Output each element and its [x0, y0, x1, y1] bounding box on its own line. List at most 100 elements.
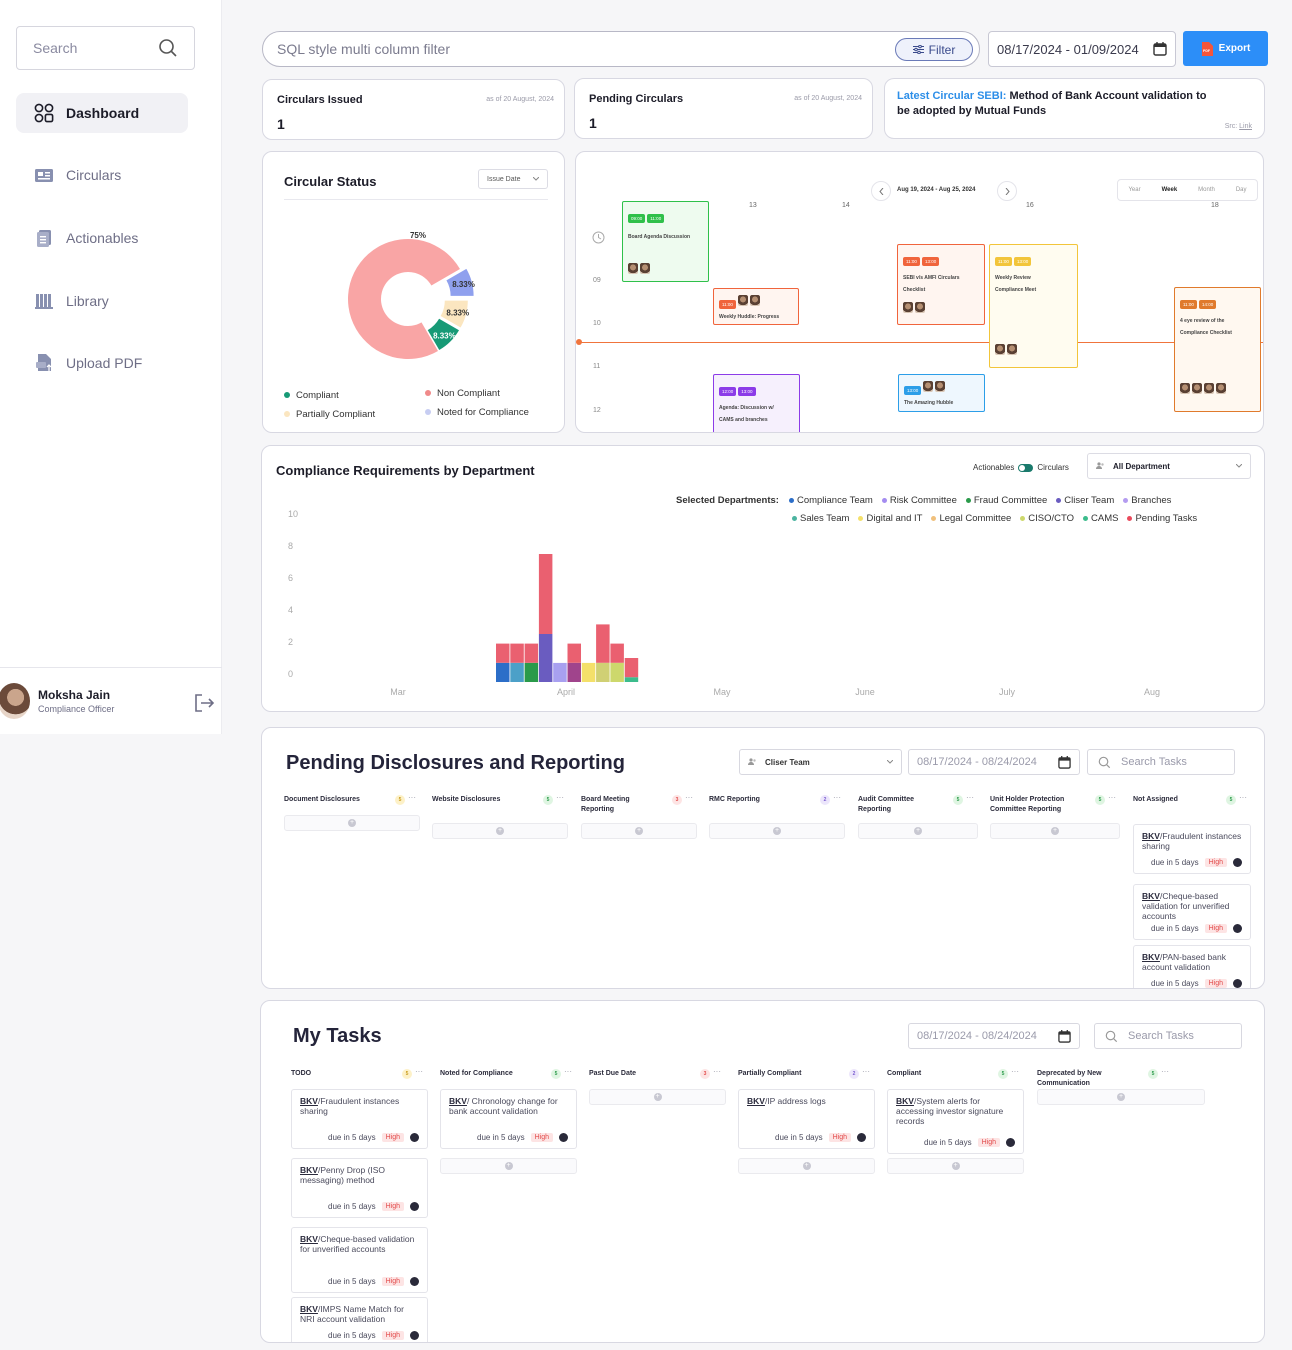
task-card[interactable]: BKV/ Chronology change for bank account … — [440, 1089, 577, 1149]
department-legend-item[interactable]: Cliser Team — [1056, 492, 1114, 510]
actionables-circulars-toggle[interactable] — [1018, 463, 1034, 472]
add-task-button[interactable]: + — [284, 815, 420, 831]
more-options-icon[interactable]: ··· — [1161, 1067, 1169, 1076]
bar-segment[interactable] — [596, 662, 610, 682]
calendar-next-button[interactable] — [997, 181, 1017, 201]
calendar-event[interactable]: 13:00 The Amazing Hubble — [898, 374, 985, 412]
calendar-event[interactable]: 09:00 11:00 Board Agenda Discussion — [622, 201, 709, 282]
task-card[interactable]: BKV/IP address logs due in 5 days High — [738, 1089, 875, 1149]
more-options-icon[interactable]: ··· — [862, 1067, 870, 1076]
bar-segment[interactable] — [624, 677, 639, 682]
bar-segment[interactable] — [610, 662, 624, 682]
task-card[interactable]: BKV/Fraudulent instances sharing due in 5… — [291, 1089, 428, 1149]
add-task-button[interactable]: + — [581, 823, 697, 839]
department-legend-item[interactable]: Sales Team — [792, 510, 849, 528]
department-legend-item[interactable]: Compliance Team — [788, 492, 873, 510]
bar-segment[interactable] — [610, 643, 624, 663]
more-options-icon[interactable]: ··· — [1108, 793, 1116, 802]
tasks-search-input[interactable]: Search Tasks — [1094, 1023, 1242, 1049]
sql-filter-input[interactable]: SQL style multi column filter Filter — [262, 31, 980, 67]
search-icon[interactable] — [158, 38, 178, 58]
bar-segment[interactable] — [581, 658, 596, 663]
assignee-icon[interactable] — [410, 1133, 419, 1142]
pending-date-range[interactable]: 08/17/2024 - 08/24/2024 — [908, 749, 1080, 775]
add-task-button[interactable]: + — [589, 1089, 726, 1105]
view-day[interactable]: Day — [1235, 187, 1247, 193]
logout-icon[interactable] — [193, 692, 215, 714]
task-card[interactable]: BKV/Fraudulent instances sharing due in 5… — [1133, 824, 1251, 874]
task-card[interactable]: BKV/PAN-based bank account validation due… — [1133, 945, 1251, 988]
source-link[interactable]: Link — [1239, 123, 1252, 130]
bar-segment[interactable] — [624, 658, 639, 678]
bar-segment[interactable] — [567, 662, 582, 682]
department-legend-item[interactable]: Branches — [1123, 492, 1171, 510]
bar-segment[interactable] — [553, 662, 567, 682]
task-card[interactable]: BKV/Penny Drop (ISO messaging) method due… — [291, 1158, 428, 1218]
filter-button[interactable]: Filter — [895, 38, 973, 61]
more-options-icon[interactable]: ··· — [833, 793, 841, 802]
bar-segment[interactable] — [553, 658, 567, 663]
more-options-icon[interactable]: ··· — [415, 1067, 423, 1076]
department-legend-item[interactable]: Legal Committee — [931, 510, 1011, 528]
bar-segment[interactable] — [524, 662, 539, 682]
department-select[interactable]: All Department — [1087, 453, 1251, 479]
bar-segment[interactable] — [510, 662, 524, 682]
add-task-button[interactable]: + — [887, 1158, 1024, 1174]
calendar-event[interactable]: 11:00 13:00 Weekly Review Compliance Meet — [989, 244, 1078, 368]
pending-search-input[interactable]: Search Tasks — [1087, 749, 1235, 775]
department-legend-item[interactable]: Digital and IT — [858, 510, 922, 528]
donut-slice[interactable] — [440, 300, 468, 328]
sidebar-item-dashboard[interactable]: Dashboard — [16, 93, 188, 133]
bar-segment[interactable] — [510, 643, 524, 663]
calendar-event[interactable]: 11:00 Weekly Huddle: Progress — [713, 288, 799, 325]
task-card[interactable]: BKV/IMPS Name Match for NRI account vali… — [291, 1297, 428, 1342]
more-options-icon[interactable]: ··· — [1239, 793, 1247, 802]
calendar-event[interactable]: 11:00 14:00 4 eye review of the Complianc… — [1174, 287, 1261, 412]
more-options-icon[interactable]: ··· — [685, 793, 693, 802]
bar-segment[interactable] — [567, 643, 582, 663]
add-task-button[interactable]: + — [432, 823, 568, 839]
more-options-icon[interactable]: ··· — [556, 793, 564, 802]
more-options-icon[interactable]: ··· — [564, 1067, 572, 1076]
export-button[interactable]: PDF Export — [1183, 31, 1268, 66]
assignee-icon[interactable] — [410, 1277, 419, 1286]
assignee-icon[interactable] — [1233, 979, 1242, 988]
sort-select[interactable]: Issue Date — [478, 169, 548, 189]
add-task-button[interactable]: + — [858, 823, 978, 839]
calendar-event[interactable]: 11:00 13:00 SEBI v/s AMFI Circulars Check… — [897, 244, 985, 325]
department-legend-item[interactable]: Risk Committee — [881, 492, 957, 510]
view-month[interactable]: Month — [1198, 187, 1215, 193]
more-options-icon[interactable]: ··· — [408, 793, 416, 802]
bar-segment[interactable] — [496, 662, 510, 682]
more-options-icon[interactable]: ··· — [966, 793, 974, 802]
assignee-icon[interactable] — [857, 1133, 866, 1142]
sidebar-item-circulars[interactable]: Circulars — [16, 155, 188, 195]
bar-segment[interactable] — [596, 624, 610, 663]
task-card[interactable]: BKV/Cheque-based validation for unverifi… — [291, 1227, 428, 1293]
add-task-button[interactable]: + — [1037, 1089, 1205, 1105]
add-task-button[interactable]: + — [709, 823, 845, 839]
avatar[interactable] — [0, 683, 30, 719]
more-options-icon[interactable]: ··· — [713, 1067, 721, 1076]
bar-segment[interactable] — [581, 662, 596, 682]
donut-slice[interactable] — [427, 318, 460, 351]
sidebar-item-actionables[interactable]: Actionables — [16, 218, 188, 258]
assignee-icon[interactable] — [1006, 1138, 1015, 1147]
sidebar-item-upload-pdf[interactable]: Upload PDF — [16, 343, 188, 383]
bar-segment[interactable] — [524, 643, 539, 663]
assignee-icon[interactable] — [410, 1331, 419, 1340]
calendar-icon[interactable] — [1058, 755, 1071, 769]
more-options-icon[interactable]: ··· — [1011, 1067, 1019, 1076]
donut-slice[interactable] — [348, 238, 460, 359]
department-legend-item[interactable]: Fraud Committee — [965, 492, 1047, 510]
department-legend-item[interactable]: CISO/CTO — [1020, 510, 1074, 528]
department-legend-item[interactable]: Pending Tasks — [1127, 510, 1197, 528]
sidebar-item-library[interactable]: Library — [16, 281, 188, 321]
department-legend-item[interactable]: CAMS — [1083, 510, 1118, 528]
tasks-date-range[interactable]: 08/17/2024 - 08/24/2024 — [908, 1023, 1080, 1049]
assignee-icon[interactable] — [1233, 858, 1242, 867]
date-range-picker[interactable]: 08/17/2024 - 01/09/2024 — [988, 31, 1176, 67]
assignee-icon[interactable] — [559, 1133, 568, 1142]
calendar-prev-button[interactable] — [871, 181, 891, 201]
donut-slice[interactable] — [446, 268, 474, 296]
